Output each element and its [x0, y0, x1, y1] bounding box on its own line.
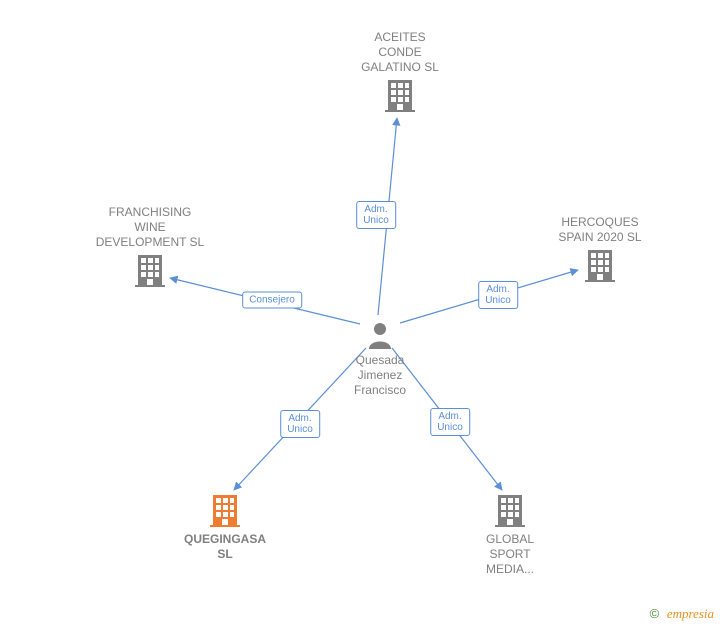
brand-name: empresia: [667, 606, 714, 621]
person-icon: [367, 321, 393, 349]
node-label-right: HERCOQUESSPAIN 2020 SL: [530, 215, 670, 245]
watermark: © empresia: [650, 606, 714, 622]
building-icon-top: [385, 78, 415, 112]
edge-label-to_left: Consejero: [242, 292, 302, 309]
center-node-label: QuesadaJimenezFrancisco: [330, 353, 430, 398]
edge-label-to_bottom_right: Adm.Unico: [430, 408, 470, 436]
node-label-left: FRANCHISINGWINEDEVELOPMENT SL: [80, 205, 220, 250]
building-icon-left: [135, 253, 165, 287]
node-label-bottom_right: GLOBALSPORTMEDIA...: [440, 532, 580, 577]
copyright-symbol: ©: [650, 606, 660, 621]
edge-label-to_bottom_left: Adm.Unico: [280, 410, 320, 438]
edge-label-to_top: Adm.Unico: [356, 201, 396, 229]
building-icon-right: [585, 248, 615, 282]
node-label-top: ACEITESCONDEGALATINO SL: [330, 30, 470, 75]
node-label-bottom_left: QUEGINGASASL: [155, 532, 295, 562]
edge-label-to_right: Adm.Unico: [478, 281, 518, 309]
building-icon-bottom_left: [210, 493, 240, 527]
building-icon-bottom_right: [495, 493, 525, 527]
edges-layer: [0, 0, 728, 630]
